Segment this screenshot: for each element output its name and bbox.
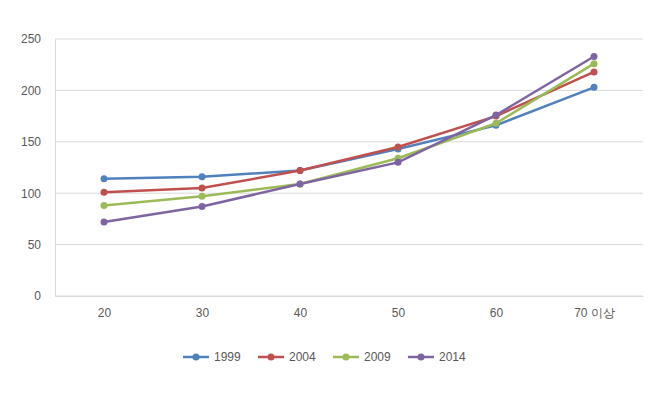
y-tick: 100 xyxy=(21,187,55,201)
y-tick: 0 xyxy=(34,289,55,303)
series-point xyxy=(297,180,304,187)
series-point xyxy=(591,53,598,60)
y-tick: 200 xyxy=(21,84,55,98)
x-tick: 20 xyxy=(98,296,112,320)
series-point xyxy=(199,193,206,200)
x-tick-label: 20 xyxy=(98,306,112,320)
x-tick-label: 60 xyxy=(490,306,504,320)
series-point xyxy=(493,120,500,127)
series-point xyxy=(101,175,108,182)
legend-marker xyxy=(193,354,200,361)
x-tick-label: 30 xyxy=(196,306,210,320)
y-axis: 0 50 100 150 200 250 xyxy=(21,32,56,303)
series-point xyxy=(199,203,206,210)
legend-item: 2004 xyxy=(258,350,316,364)
series-point xyxy=(101,218,108,225)
grid-line xyxy=(55,244,643,245)
x-tick-label: 40 xyxy=(294,306,308,320)
series-point xyxy=(591,60,598,67)
x-axis-line xyxy=(56,296,644,297)
y-tick-label: 150 xyxy=(21,135,41,149)
x-tick: 60 xyxy=(490,296,504,320)
series-point xyxy=(199,173,206,180)
legend-label: 1999 xyxy=(214,350,241,364)
y-tick: 50 xyxy=(28,238,55,252)
legend-marker xyxy=(268,354,275,361)
series-point xyxy=(493,112,500,119)
x-tick: 50 xyxy=(392,296,406,320)
y-tick-label: 200 xyxy=(21,84,41,98)
series xyxy=(101,53,598,226)
grid-line xyxy=(55,39,643,40)
legend-label: 2014 xyxy=(439,350,466,364)
y-tick-label: 250 xyxy=(21,32,41,46)
x-tick: 30 xyxy=(196,296,210,320)
series-line xyxy=(104,64,594,206)
series-group xyxy=(101,53,598,226)
series-point xyxy=(297,167,304,174)
legend-label: 2004 xyxy=(289,350,316,364)
grid-line xyxy=(55,296,643,297)
legend-item: 1999 xyxy=(183,350,241,364)
series-point xyxy=(101,202,108,209)
series-point xyxy=(297,167,304,174)
series-point xyxy=(395,143,402,150)
series-point xyxy=(297,180,304,187)
x-tick: 40 xyxy=(294,296,308,320)
series-point xyxy=(199,185,206,192)
x-tick-label: 50 xyxy=(392,306,406,320)
x-tick-label: 70 이상 xyxy=(574,306,615,320)
legend: 1999 2004 2009 2014 xyxy=(183,350,466,364)
grid xyxy=(55,39,643,296)
series-point xyxy=(591,84,598,91)
legend-item: 2009 xyxy=(333,350,391,364)
chart: 0 50 100 150 200 250 20 30 40 50 60 70 이상 1999 2004 20… xyxy=(0,0,666,394)
y-tick-label: 50 xyxy=(28,238,42,252)
grid-line xyxy=(55,193,643,194)
grid-line xyxy=(55,141,643,142)
series xyxy=(101,68,598,195)
legend-marker xyxy=(343,354,350,361)
y-tick: 150 xyxy=(21,135,55,149)
series-point xyxy=(395,159,402,166)
y-tick: 250 xyxy=(21,32,55,46)
plot-area: 0 50 100 150 200 250 20 30 40 50 60 70 이상 xyxy=(21,32,644,319)
y-tick-label: 0 xyxy=(34,289,41,303)
legend-item: 2014 xyxy=(408,350,466,364)
x-axis: 20 30 40 50 60 70 이상 xyxy=(56,296,644,320)
series xyxy=(101,60,598,209)
series-point xyxy=(591,68,598,75)
legend-marker xyxy=(418,354,425,361)
y-axis-line xyxy=(55,40,56,297)
series-point xyxy=(101,189,108,196)
series-line xyxy=(104,56,594,222)
x-tick: 70 이상 xyxy=(574,296,615,320)
legend-label: 2009 xyxy=(364,350,391,364)
y-tick-label: 100 xyxy=(21,187,41,201)
